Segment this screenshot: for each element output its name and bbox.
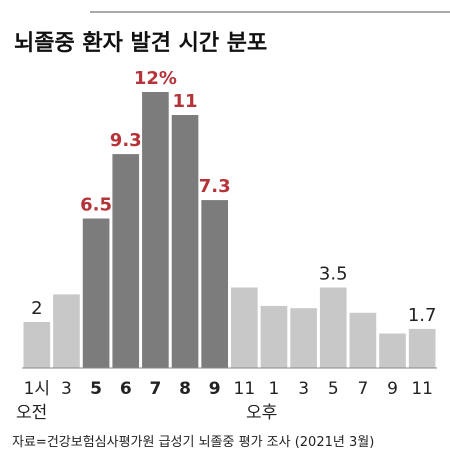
x-tick-label: 9	[387, 379, 398, 399]
value-label: 7.3	[199, 176, 231, 197]
x-tick-label: 3	[61, 379, 72, 399]
source: 자료=건강보험심사평가원 급성기 뇌졸중 평가 조사 (2021년 3월)	[12, 435, 374, 450]
bar	[349, 312, 377, 368]
x-group-label: 오전	[16, 403, 47, 423]
bar	[290, 308, 317, 368]
chart-title: 뇌졸중 환자 발견 시간 분포	[14, 31, 267, 56]
x-tick-label: 1시	[24, 379, 50, 399]
bar	[319, 287, 347, 368]
value-label: 6.5	[80, 195, 112, 216]
bar	[53, 294, 80, 368]
value-label: 9.3	[110, 130, 142, 151]
x-group-label: 오후	[246, 403, 277, 423]
value-label: 2	[31, 298, 42, 319]
bar	[82, 218, 110, 368]
value-label: 1.7	[408, 305, 437, 326]
x-tick-label: 3	[298, 379, 309, 399]
bar	[379, 333, 406, 368]
x-tick-label: 6	[120, 379, 132, 399]
bar	[112, 154, 140, 368]
bar	[142, 92, 169, 368]
x-tick-label: 5	[90, 379, 102, 399]
bar	[171, 115, 199, 368]
x-tick-label: 7	[357, 379, 368, 399]
x-tick-label: 1	[269, 379, 280, 399]
x-tick-label: 9	[209, 379, 221, 399]
value-label: 11	[173, 91, 198, 112]
value-label: 12%	[134, 68, 177, 89]
x-tick-label: 11	[234, 379, 256, 399]
x-tick-label: 5	[328, 379, 339, 399]
x-tick-label: 8	[179, 379, 191, 399]
value-label: 3.5	[319, 264, 348, 285]
x-tick-label: 7	[149, 379, 161, 399]
bar	[408, 328, 436, 368]
bar	[201, 200, 228, 368]
x-tick-label: 11	[411, 379, 433, 399]
bar	[260, 305, 288, 368]
bar	[231, 287, 258, 368]
bar	[23, 322, 51, 368]
